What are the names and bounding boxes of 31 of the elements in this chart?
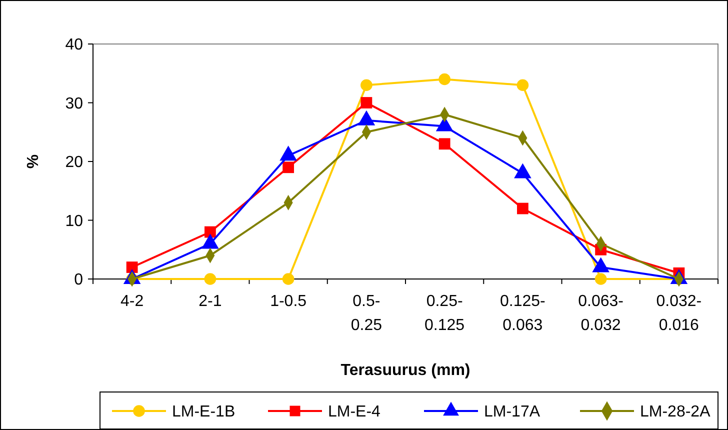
x-tick-label: 0.032-0.016: [656, 293, 702, 334]
y-tick-label: 10: [65, 212, 84, 230]
y-tick-label: 20: [65, 154, 84, 172]
y-axis-title: %: [25, 154, 42, 169]
x-tick-label: 2-1: [198, 293, 222, 310]
point: [438, 138, 450, 150]
point: [126, 262, 138, 273]
point: [516, 202, 528, 214]
point: [204, 273, 216, 285]
y-tick-label: 30: [65, 95, 84, 112]
point: [360, 79, 372, 92]
point: [282, 162, 294, 174]
y-tick-label: 40: [65, 36, 84, 54]
x-tick-label: 0.063-0.032: [578, 293, 624, 334]
legend-label: LM-28-2A: [640, 404, 711, 421]
x-tick-label: 0.125-0.063: [500, 293, 546, 334]
point: [204, 226, 216, 238]
point: [360, 97, 372, 108]
y-tick-label: 0: [74, 272, 84, 289]
x-tick-label: 4-2: [120, 293, 144, 310]
point: [516, 79, 529, 92]
x-tick-label: 0.25-0.125: [424, 293, 465, 334]
x-axis-title: Terasuurus (mm): [340, 362, 470, 379]
x-tick-label: 0.5-0.25: [350, 293, 382, 334]
point: [282, 273, 294, 285]
point: [594, 273, 607, 285]
point: [438, 73, 450, 86]
legend-label: LM-17A: [484, 404, 540, 421]
legend-label: LM-E-4: [328, 404, 381, 421]
legend-label: LM-E-1B: [172, 404, 236, 421]
x-tick-label: 1-0.5: [270, 293, 307, 310]
